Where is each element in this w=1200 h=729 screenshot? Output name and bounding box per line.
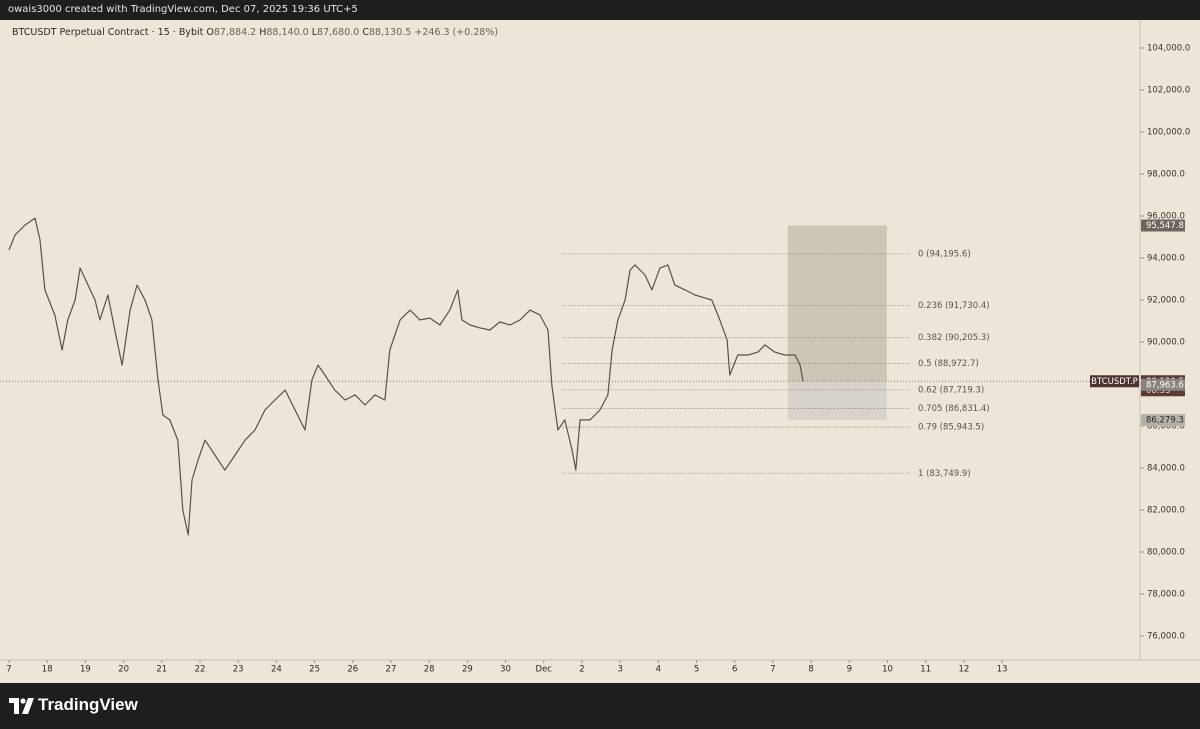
- x-tick-label: 30: [500, 665, 511, 675]
- x-tick-label: 18: [42, 665, 53, 675]
- y-tick-label: 98,000.0: [1147, 169, 1185, 179]
- x-tick-label: 4: [656, 665, 661, 675]
- x-tick-label: 24: [271, 665, 282, 675]
- ohlc-value: 88,130.5: [369, 27, 412, 38]
- x-tick-label: 22: [195, 665, 206, 675]
- x-tick-label: 5: [694, 665, 699, 675]
- x-tick-label: 10: [882, 665, 893, 675]
- fib-label: 0.705 (86,831.4): [918, 404, 990, 414]
- x-tick-label: 7: [6, 665, 11, 675]
- ohlc-value: 87,680.0: [317, 27, 360, 38]
- fib-label: 0.5 (88,972.7): [918, 359, 979, 369]
- price-tag-label: 95,547.8: [1146, 221, 1184, 231]
- y-tick-label: 102,000.0: [1147, 85, 1190, 95]
- x-tick-label: 7: [770, 665, 775, 675]
- ohlc-key: O: [206, 27, 214, 38]
- ohlc-value: 87,884.2: [213, 27, 257, 38]
- x-tick-label: 23: [233, 665, 244, 675]
- x-tick-label: 9: [847, 665, 852, 675]
- y-tick-label: 100,000.0: [1147, 127, 1190, 137]
- y-tick-label: 82,000.0: [1147, 506, 1185, 516]
- chart-bg: [0, 20, 1200, 683]
- position-box-upper: [787, 225, 887, 382]
- footer: TradingView: [0, 683, 1200, 729]
- ohlc-key: H: [259, 27, 267, 38]
- fib-label: 1 (83,749.9): [918, 469, 971, 479]
- x-tick-label: 8: [808, 665, 813, 675]
- x-tick-label: 28: [424, 665, 435, 675]
- x-tick-label: 26: [347, 665, 358, 675]
- y-tick-label: 96,000.0: [1147, 211, 1185, 221]
- fib-label: 0.79 (85,943.5): [918, 423, 984, 433]
- price-tag-label: 86,279.3: [1146, 416, 1184, 426]
- fib-label: 0.382 (90,205.3): [918, 333, 990, 343]
- y-tick-label: 78,000.0: [1147, 590, 1185, 600]
- x-tick-label: Dec: [536, 665, 553, 675]
- y-tick-label: 92,000.0: [1147, 295, 1185, 305]
- y-tick-label: 86,000.0: [1147, 422, 1185, 432]
- position-box-lower: [787, 381, 887, 421]
- x-tick-label: 6: [732, 665, 737, 675]
- price-tag: [1141, 219, 1185, 232]
- x-tick-label: 21: [156, 665, 167, 675]
- y-tick-label: 76,000.0: [1147, 632, 1185, 642]
- logo-icon: [9, 698, 34, 714]
- fib-label: 0.236 (91,730.4): [918, 301, 990, 311]
- ohlc-value: 88,140.0: [266, 27, 309, 38]
- x-tick-label: 13: [997, 665, 1008, 675]
- price-tag: [1141, 414, 1185, 427]
- price-tag-label: 87,963.6: [1146, 380, 1184, 390]
- symbol-tag: [1090, 375, 1139, 388]
- legend: BTCUSDT Perpetual Contract · 15 · Bybit …: [12, 27, 498, 38]
- price-tag: [1141, 378, 1185, 391]
- x-tick-label: 3: [617, 665, 622, 675]
- symbol-tag-text: BTCUSDT.P: [1091, 377, 1138, 387]
- chart: 76,000.0 78,000.0 80,000.0 82,000.0 84,000.0…: [0, 20, 1200, 683]
- x-tick-label: 29: [462, 665, 473, 675]
- x-tick-label: 11: [920, 665, 931, 675]
- x-tick-label: 12: [959, 665, 970, 675]
- change: +246.3 (+0.28%): [414, 27, 499, 38]
- ohlc-key: C: [362, 27, 370, 38]
- x-tick-label: 19: [80, 665, 91, 675]
- y-tick-label: 94,000.0: [1147, 253, 1185, 263]
- brand: TradingView: [38, 695, 138, 714]
- y-tick-label: 104,000.0: [1147, 43, 1190, 53]
- symbol: BTCUSDT Perpetual Contract · 15 · Bybit: [12, 27, 204, 38]
- header: owais3000 created with TradingView.com, …: [0, 0, 1200, 20]
- ohlc-key: L: [311, 27, 318, 38]
- y-tick-label: 84,000.0: [1147, 464, 1185, 474]
- x-tick-label: 25: [309, 665, 320, 675]
- x-tick-label: 20: [118, 665, 129, 675]
- x-tick-label: 2: [579, 665, 584, 675]
- y-tick-label: 90,000.0: [1147, 337, 1185, 347]
- y-tick-label: 80,000.0: [1147, 548, 1185, 558]
- x-tick-label: 27: [386, 665, 397, 675]
- fib-label: 0.62 (87,719.3): [918, 385, 984, 395]
- fib-label: 0 (94,195.6): [918, 249, 971, 259]
- price-line: [8, 217, 804, 536]
